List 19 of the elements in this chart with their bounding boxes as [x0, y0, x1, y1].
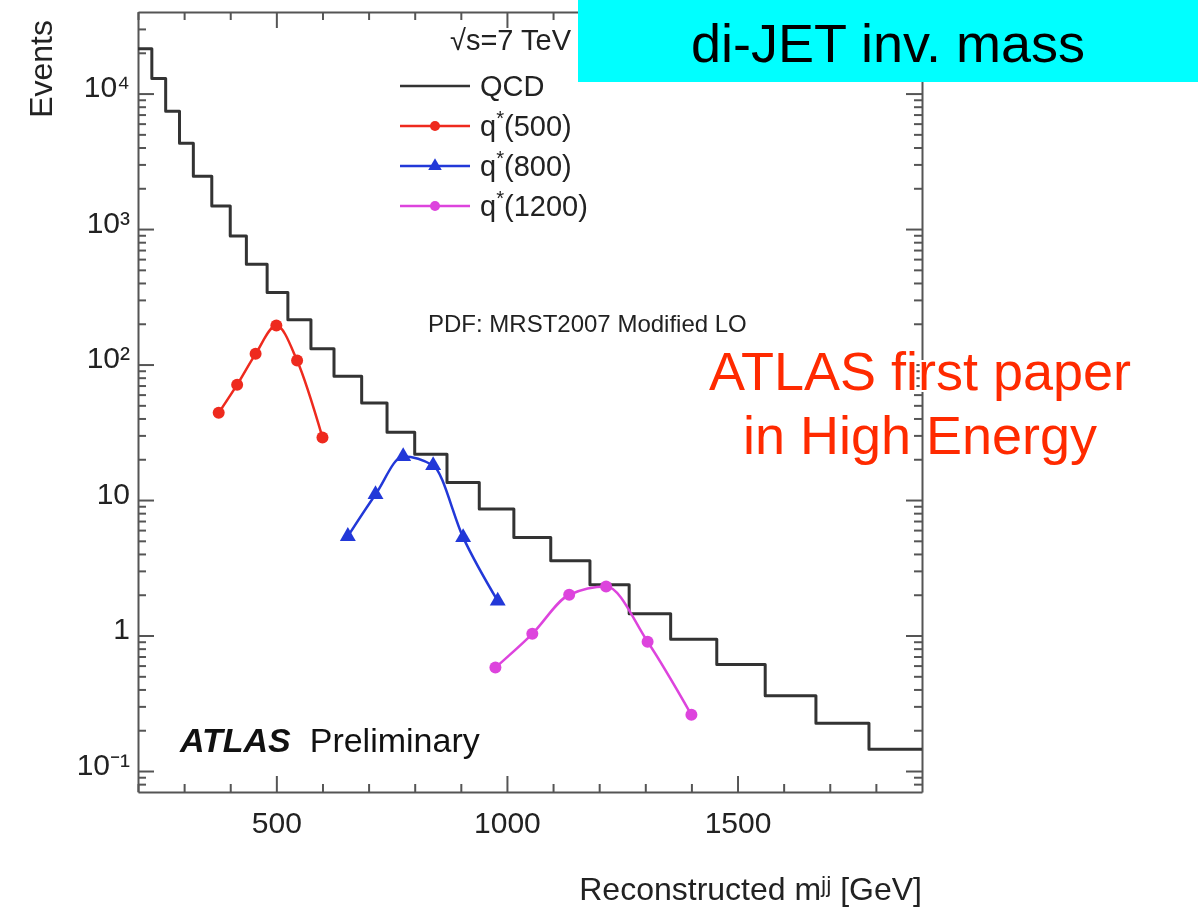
- x-tick-label: 500: [251, 806, 302, 839]
- y-tick-label: 10²: [86, 341, 131, 375]
- annotation: ATLAS Preliminary: [179, 721, 480, 759]
- legend-label: q$^{*}$(1200): [480, 187, 588, 222]
- y-tick-label: 10⁻¹: [76, 747, 131, 781]
- y-axis-title: Events: [23, 20, 59, 118]
- legend-title: √s=7 TeV: [450, 24, 572, 56]
- x-tick-label: 1000: [474, 806, 541, 839]
- legend-label: QCD: [480, 70, 545, 102]
- legend-label: q$^{*}$(500): [480, 107, 572, 142]
- y-tick-label: 10⁴: [83, 70, 130, 104]
- y-tick-label: 1: [113, 612, 130, 646]
- x-tick-label: 1500: [704, 806, 772, 839]
- x-axis-title: Reconstructed mʲʲ [GeV]: [579, 871, 922, 907]
- chart-title: di-JET inv. mass: [690, 13, 1086, 73]
- y-tick-label: 10: [96, 476, 130, 510]
- annotation: PDF: MRST2007 Modified LO: [428, 310, 747, 337]
- legend-label: q$^{*}$(800): [480, 147, 572, 182]
- y-tick-label: 10³: [86, 205, 131, 239]
